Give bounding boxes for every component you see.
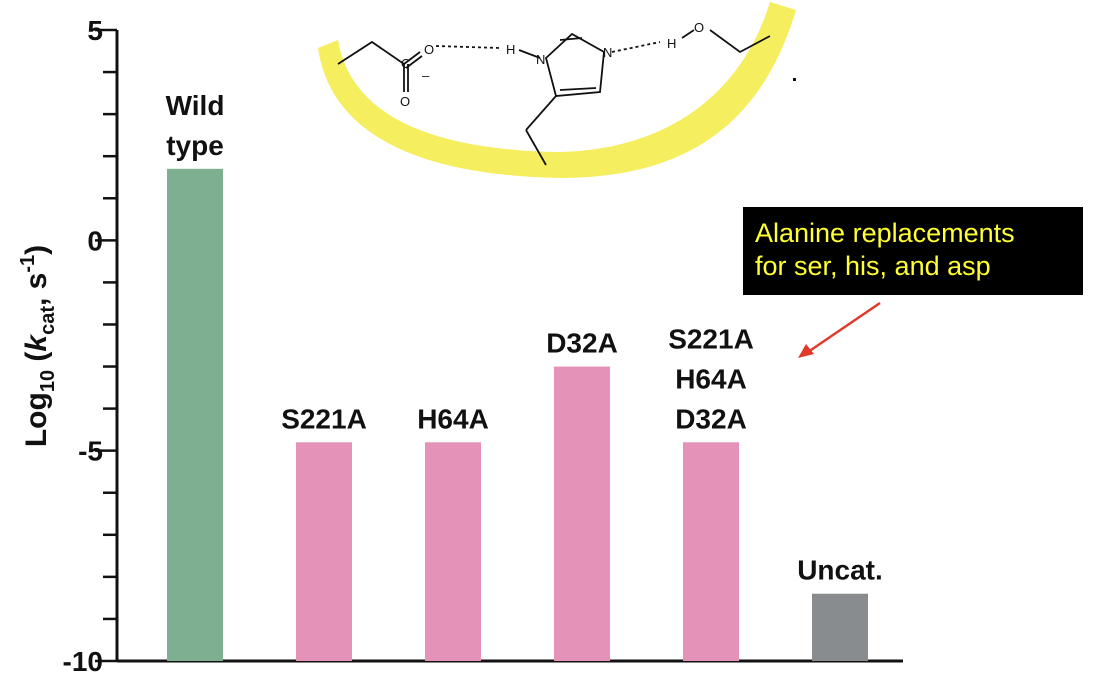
inset-atom-c: C: [401, 56, 410, 71]
inset-atom-n1: N: [536, 52, 545, 67]
bar-label: S221A: [281, 403, 367, 434]
catalytic-triad-inset: C O O – H N N H O: [318, 2, 796, 178]
bars: Wild type S221A H64A D32A S221A H64A D32A Uncat.: [166, 90, 883, 661]
inset-atom-o2: O: [400, 94, 410, 109]
bar: [296, 442, 352, 661]
annotation-arrow: [798, 301, 881, 358]
bar-label: H64A: [417, 403, 489, 434]
y-tick-label: 5: [87, 15, 103, 46]
inset-atom-h2: H: [667, 36, 676, 51]
bar-label: H64A: [675, 363, 747, 394]
inset-highlight-band: [318, 2, 796, 178]
y-tick-label: 0: [87, 225, 103, 256]
inset-atom-h1: H: [506, 42, 515, 57]
triad-structure: [337, 29, 771, 166]
stray-dot: [793, 78, 796, 81]
annotation-box: Alanine replacements for ser, his, and a…: [743, 207, 1083, 295]
bar: [554, 366, 610, 661]
annotation-line-1: Alanine replacements: [755, 218, 1015, 248]
inset-atom-n2: N: [603, 45, 612, 60]
bar-label: Uncat.: [797, 555, 883, 586]
bar-label: S221A: [668, 323, 754, 354]
bar: [812, 593, 868, 661]
bar-label: type: [166, 130, 224, 161]
bar: [683, 442, 739, 661]
y-tick-label: -5: [78, 436, 103, 467]
bar-label: Wild: [166, 90, 225, 121]
y-axis: 5 0 -5 -10: [63, 15, 119, 677]
inset-atom-o3: O: [694, 20, 704, 35]
y-tick-label: -10: [63, 646, 103, 677]
bar-label: D32A: [675, 403, 747, 434]
annotation-line-2: for ser, his, and asp: [755, 251, 991, 281]
inset-atom-o1: O: [424, 42, 434, 57]
bar-label: D32A: [546, 328, 618, 359]
inset-charge: –: [422, 68, 430, 83]
bar: [425, 442, 481, 661]
y-axis-label: Log10 (kcat, s-1): [17, 245, 59, 447]
bar: [167, 168, 223, 661]
